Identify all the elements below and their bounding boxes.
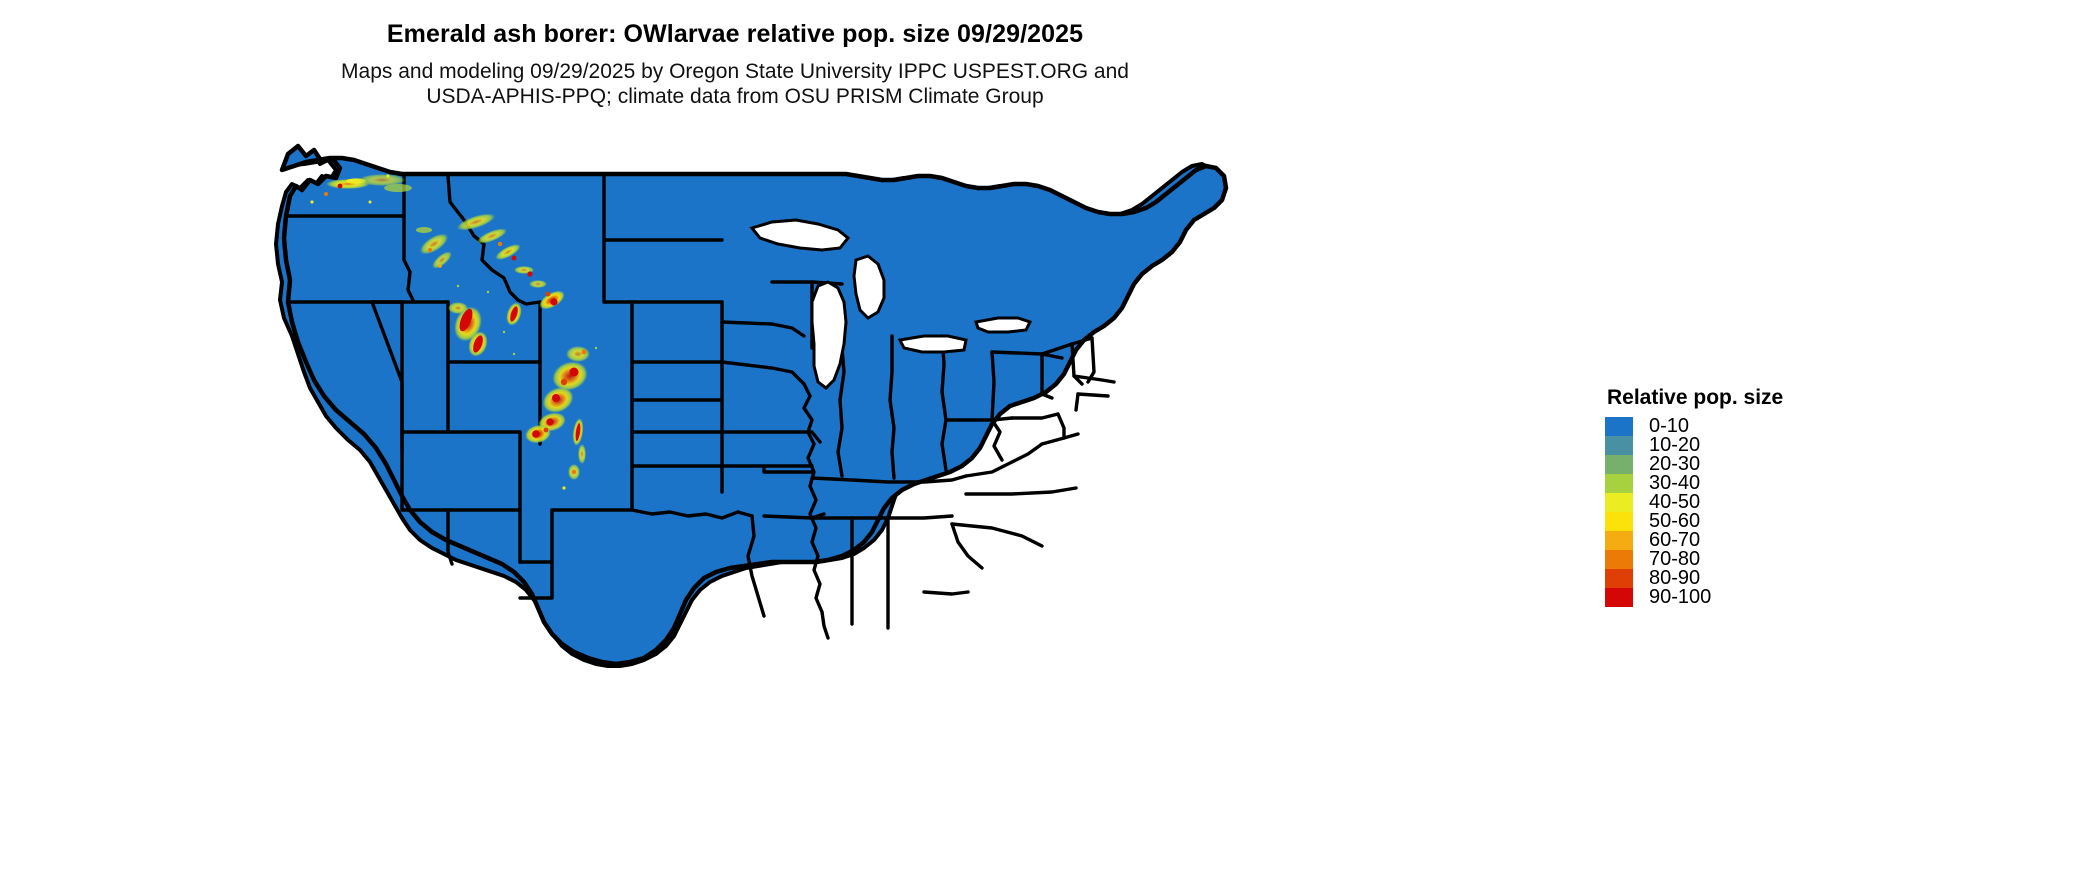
legend-label-60-70: 60-70 xyxy=(1649,529,1701,551)
legend-label-40-50: 40-50 xyxy=(1649,491,1701,513)
hotspot-bighorn-wy xyxy=(506,302,522,326)
legend-swatch-0-10 xyxy=(1605,417,1633,436)
legend-label-70-80: 70-80 xyxy=(1649,548,1701,570)
legend-item-90-100: 90-100 xyxy=(1605,586,1905,608)
us-map-container xyxy=(252,132,1272,672)
legend-swatch-50-60 xyxy=(1605,512,1633,531)
hotspot-central-idaho xyxy=(416,227,452,269)
legend-swatch-20-30 xyxy=(1605,455,1633,474)
legend-swatch-10-20 xyxy=(1605,436,1633,455)
legend-label-90-100: 90-100 xyxy=(1649,586,1712,608)
hotspot-sangre-de-cristo xyxy=(572,418,586,464)
legend-swatch-90-100 xyxy=(1605,588,1633,607)
legend-item-80-90: 80-90 xyxy=(1605,567,1905,589)
map-outline-group xyxy=(279,143,1229,667)
lake-superior xyxy=(749,218,851,252)
legend-item-50-60: 50-60 xyxy=(1605,510,1905,532)
conus-outline xyxy=(279,143,1229,667)
us-choropleth-map xyxy=(274,143,1229,668)
legend-swatch-40-50 xyxy=(1605,493,1633,512)
legend-label-50-60: 50-60 xyxy=(1649,510,1701,532)
legend-item-30-40: 30-40 xyxy=(1605,472,1905,494)
legend-title: Relative pop. size xyxy=(1607,386,1784,409)
figure-title: Emerald ash borer: OWlarvae relative pop… xyxy=(386,20,1084,48)
legend-label-30-40: 30-40 xyxy=(1649,472,1701,494)
legend-item-40-50: 40-50 xyxy=(1605,491,1905,513)
hotspot-ne-washington xyxy=(358,174,412,192)
hotspot-bitterroot-mt xyxy=(456,213,547,288)
legend-swatch-70-80 xyxy=(1605,550,1633,569)
legend-item-70-80: 70-80 xyxy=(1605,548,1905,570)
legend-item-20-30: 20-30 xyxy=(1605,453,1905,475)
great-lakes xyxy=(749,218,1033,390)
lake-ontario xyxy=(974,316,1033,334)
legend-label-0-10: 0-10 xyxy=(1649,415,1690,437)
legend-swatch-80-90 xyxy=(1605,569,1633,588)
legend-swatch-30-40 xyxy=(1605,474,1633,493)
hotspot-northern-nm xyxy=(562,464,580,490)
legend-swatch-60-70 xyxy=(1605,531,1633,550)
hotspot-wind-river-wy xyxy=(448,302,488,357)
legend-item-60-70: 60-70 xyxy=(1605,529,1905,551)
subtitle-line-1: Maps and modeling 09/29/2025 by Oregon S… xyxy=(341,60,1129,83)
lake-michigan xyxy=(810,280,848,390)
legend-label-80-90: 80-90 xyxy=(1649,567,1701,589)
legend-item-0-10: 0-10 xyxy=(1605,415,1905,437)
legend-item-10-20: 10-20 xyxy=(1605,434,1905,456)
hotspot-absaroka-wy xyxy=(539,290,565,310)
subtitle-line-2: USDA-APHIS-PPQ; climate data from OSU PR… xyxy=(426,84,1044,108)
legend-label-20-30: 20-30 xyxy=(1649,453,1701,475)
lake-huron xyxy=(852,254,886,320)
map-legend: Relative pop. size 0-10 10-20 20-30 30-4… xyxy=(1605,386,1905,607)
hotspot-san-juan-co xyxy=(525,424,551,444)
figure-subtitle: Maps and modeling 09/29/2025 by Oregon S… xyxy=(0,60,1470,110)
legend-label-10-20: 10-20 xyxy=(1649,434,1701,456)
lake-erie xyxy=(897,334,968,354)
